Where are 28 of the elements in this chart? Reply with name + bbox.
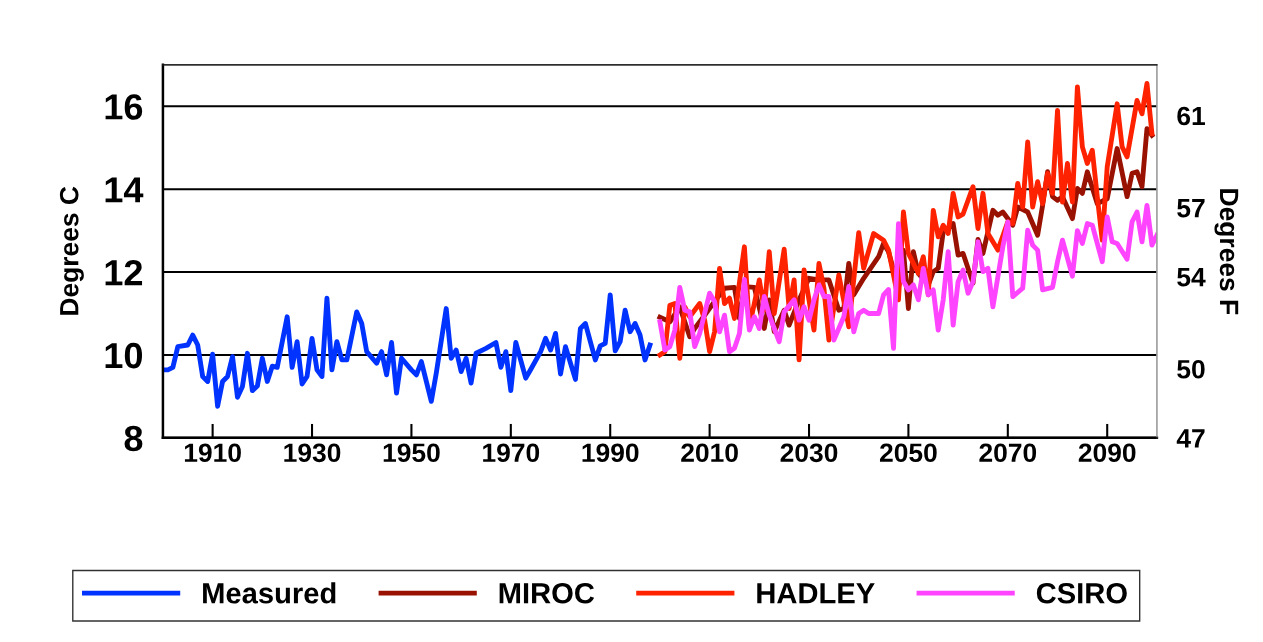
x-tick-label: 1970 [483, 443, 540, 463]
x-tick-label: 2070 [979, 443, 1037, 463]
y2-tick-label: 50 [1177, 359, 1205, 379]
x-tick-label: 1990 [582, 443, 639, 463]
x-tick-label: 2090 [1078, 443, 1136, 463]
line-series [162, 292, 653, 409]
legend-label: CSIRO [1036, 582, 1127, 604]
legend-label: MIROC [499, 582, 595, 604]
y-tick-label: 14 [105, 177, 144, 203]
y-tick-label: 16 [105, 94, 143, 120]
x-tick-label: 1950 [383, 443, 440, 463]
y-axis-title: Degrees C [59, 186, 84, 315]
legend-label: Measured [203, 582, 336, 604]
x-tick-label: 1910 [184, 443, 241, 463]
legend-label: HADLEY [757, 583, 875, 604]
y2-tick-label: 57 [1177, 199, 1205, 218]
x-tick-label: 2050 [879, 443, 937, 463]
y-tick-label: 12 [105, 259, 143, 286]
y-tick-label: 8 [124, 425, 143, 452]
x-tick-label: 2030 [780, 443, 838, 463]
y2-axis-title: Degrees F [1214, 189, 1239, 315]
y2-tick-label: 54 [1177, 268, 1206, 287]
y-tick-label: 10 [105, 342, 143, 369]
x-tick-label: 1930 [284, 443, 341, 463]
y2-tick-label: 47 [1176, 429, 1205, 448]
line-series [657, 202, 1157, 355]
y2-tick-label: 61 [1177, 106, 1205, 126]
x-tick-label: 2010 [681, 443, 738, 463]
